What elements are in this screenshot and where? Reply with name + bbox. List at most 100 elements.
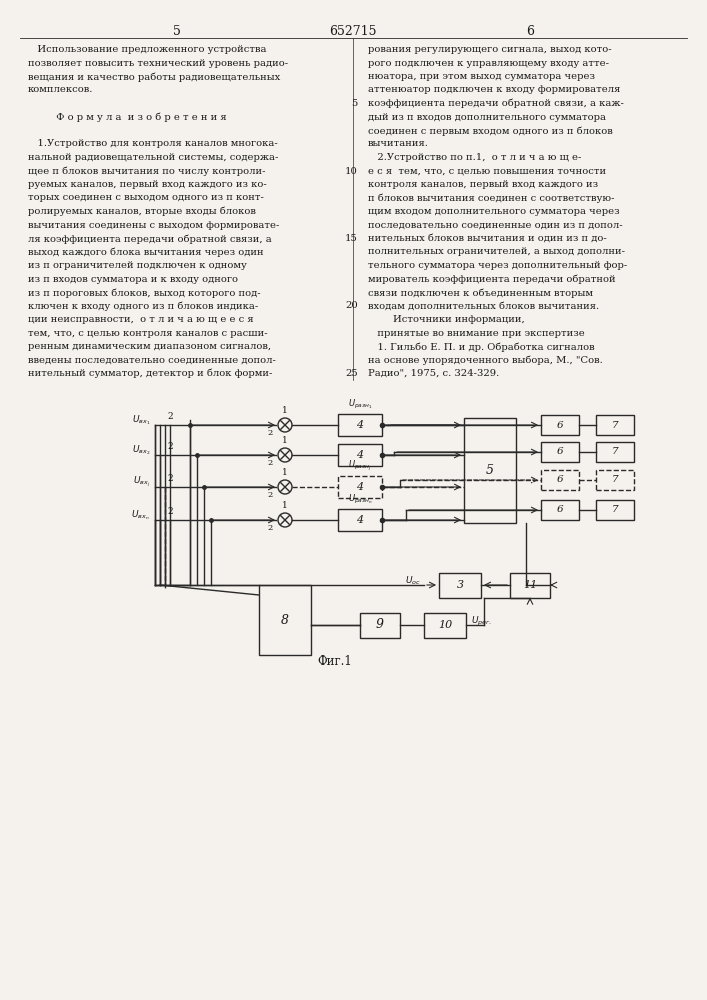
Text: Фиг.1: Фиг.1: [317, 655, 352, 668]
FancyBboxPatch shape: [424, 612, 466, 638]
Text: ции неисправности,  о т л и ч а ю щ е е с я: ции неисправности, о т л и ч а ю щ е е с…: [28, 315, 254, 324]
FancyBboxPatch shape: [439, 572, 481, 597]
Text: $U_{вх_2}$: $U_{вх_2}$: [132, 443, 150, 457]
Text: 6: 6: [556, 448, 563, 456]
FancyBboxPatch shape: [464, 418, 516, 523]
Text: 8: 8: [281, 613, 289, 626]
Text: соединен с первым входом одного из п блоков: соединен с первым входом одного из п бло…: [368, 126, 613, 135]
Text: полнительных ограничителей, а выход дополни-: полнительных ограничителей, а выход допо…: [368, 247, 625, 256]
Text: щее п блоков вычитания по числу контроли-: щее п блоков вычитания по числу контроли…: [28, 166, 266, 176]
Text: коэффициента передачи обратной связи, а каж-: коэффициента передачи обратной связи, а …: [368, 99, 624, 108]
Text: 1: 1: [282, 436, 288, 445]
FancyBboxPatch shape: [596, 415, 634, 435]
Text: $U_{разн_j}$: $U_{разн_j}$: [349, 458, 372, 473]
FancyBboxPatch shape: [541, 500, 579, 520]
Text: 5: 5: [486, 464, 494, 477]
Text: Использование предложенного устройства: Использование предложенного устройства: [28, 45, 267, 54]
Text: 4: 4: [356, 515, 363, 525]
Text: выход каждого блока вычитания через один: выход каждого блока вычитания через один: [28, 247, 264, 257]
Text: вычитания.: вычитания.: [368, 139, 429, 148]
Text: 4: 4: [356, 482, 363, 492]
Text: 2: 2: [267, 429, 273, 437]
Text: 9: 9: [376, 618, 384, 632]
Text: 1. Гильбо Е. П. и др. Обработка сигналов: 1. Гильбо Е. П. и др. Обработка сигналов: [368, 342, 595, 352]
Text: $U_{рег.}$: $U_{рег.}$: [471, 614, 492, 628]
Text: последовательно соединенные один из п допол-: последовательно соединенные один из п до…: [368, 221, 623, 230]
FancyBboxPatch shape: [541, 470, 579, 490]
Text: нюатора, при этом выход сумматора через: нюатора, при этом выход сумматора через: [368, 72, 595, 81]
Text: 10: 10: [438, 620, 452, 630]
Text: аттенюатор подключен к входу формирователя: аттенюатор подключен к входу формировате…: [368, 86, 620, 95]
Text: ля коэффициента передачи обратной связи, а: ля коэффициента передачи обратной связи,…: [28, 234, 271, 243]
Text: 1: 1: [282, 468, 288, 477]
Text: тем, что, с целью контроля каналов с расши-: тем, что, с целью контроля каналов с рас…: [28, 328, 268, 338]
Text: вещания и качество работы радиовещательных: вещания и качество работы радиовещательн…: [28, 72, 280, 82]
Text: тельного сумматора через дополнительный фор-: тельного сумматора через дополнительный …: [368, 261, 627, 270]
Text: ренным динамическим диапазоном сигналов,: ренным динамическим диапазоном сигналов,: [28, 342, 271, 351]
Text: 7: 7: [612, 476, 619, 485]
Text: из п пороговых блоков, выход которого под-: из п пороговых блоков, выход которого по…: [28, 288, 261, 298]
Text: руемых каналов, первый вход каждого из ко-: руемых каналов, первый вход каждого из к…: [28, 180, 267, 189]
Text: 4: 4: [356, 450, 363, 460]
Text: 2: 2: [267, 491, 273, 499]
Text: 1: 1: [282, 501, 288, 510]
Text: 10: 10: [345, 166, 358, 176]
Text: из п входов сумматора и к входу одного: из п входов сумматора и к входу одного: [28, 274, 238, 284]
Text: комплексов.: комплексов.: [28, 86, 93, 95]
FancyBboxPatch shape: [596, 500, 634, 520]
Text: на основе упорядоченного выбора, М., "Сов.: на основе упорядоченного выбора, М., "Со…: [368, 356, 603, 365]
FancyBboxPatch shape: [338, 476, 382, 498]
Text: 6: 6: [556, 420, 563, 430]
Text: 20: 20: [345, 302, 358, 310]
Text: щим входом дополнительного сумматора через: щим входом дополнительного сумматора чер…: [368, 207, 619, 216]
Text: входам дополнительных блоков вычитания.: входам дополнительных блоков вычитания.: [368, 302, 599, 310]
Text: вычитания соединены с выходом формировате-: вычитания соединены с выходом формироват…: [28, 221, 279, 230]
Text: контроля каналов, первый вход каждого из: контроля каналов, первый вход каждого из: [368, 180, 598, 189]
Text: 11: 11: [523, 580, 537, 590]
Text: ролируемых каналов, вторые входы блоков: ролируемых каналов, вторые входы блоков: [28, 207, 256, 217]
Text: 5: 5: [351, 99, 358, 108]
Text: связи подключен к объединенным вторым: связи подключен к объединенным вторым: [368, 288, 593, 298]
Text: 25: 25: [345, 369, 358, 378]
Text: $U_{вх_n}$: $U_{вх_n}$: [132, 508, 150, 522]
FancyBboxPatch shape: [510, 572, 550, 597]
Text: Источники информации,: Источники информации,: [368, 315, 525, 324]
Text: $U_{разн_1}$: $U_{разн_1}$: [348, 398, 373, 411]
Text: принятые во внимание при экспертизе: принятые во внимание при экспертизе: [368, 328, 585, 338]
Text: 2: 2: [167, 474, 173, 483]
Text: $U_{ос}$: $U_{ос}$: [405, 575, 421, 587]
Text: 4: 4: [356, 420, 363, 430]
Text: введены последовательно соединенные допол-: введены последовательно соединенные допо…: [28, 356, 276, 364]
Text: $U_{вх_j}$: $U_{вх_j}$: [133, 475, 150, 489]
FancyBboxPatch shape: [541, 442, 579, 462]
Text: 3: 3: [457, 580, 464, 590]
FancyBboxPatch shape: [338, 414, 382, 436]
FancyBboxPatch shape: [541, 415, 579, 435]
Text: 7: 7: [612, 506, 619, 514]
Text: дый из п входов дополнительного сумматора: дый из п входов дополнительного сумматор…: [368, 112, 606, 121]
Text: 6: 6: [556, 506, 563, 514]
FancyBboxPatch shape: [596, 442, 634, 462]
Text: 2: 2: [167, 507, 173, 516]
Text: нительных блоков вычитания и один из п до-: нительных блоков вычитания и один из п д…: [368, 234, 607, 243]
Text: 6: 6: [526, 25, 534, 38]
Text: позволяет повысить технический уровень радио-: позволяет повысить технический уровень р…: [28, 58, 288, 68]
FancyBboxPatch shape: [596, 470, 634, 490]
Text: 6: 6: [556, 476, 563, 485]
Text: 1.Устройство для контроля каналов многока-: 1.Устройство для контроля каналов многок…: [28, 139, 278, 148]
Text: нительный сумматор, детектор и блок форми-: нительный сумматор, детектор и блок форм…: [28, 369, 272, 378]
Text: из п ограничителей подключен к одному: из п ограничителей подключен к одному: [28, 261, 247, 270]
FancyBboxPatch shape: [360, 612, 400, 638]
Text: 2.Устройство по п.1,  о т л и ч а ю щ е-: 2.Устройство по п.1, о т л и ч а ю щ е-: [368, 153, 581, 162]
Text: торых соединен с выходом одного из п конт-: торых соединен с выходом одного из п кон…: [28, 194, 264, 202]
Text: ключен к входу одного из п блоков индика-: ключен к входу одного из п блоков индика…: [28, 302, 258, 311]
Text: нальной радиовещательной системы, содержа-: нальной радиовещательной системы, содерж…: [28, 153, 279, 162]
FancyBboxPatch shape: [338, 509, 382, 531]
Text: е с я  тем, что, с целью повышения точности: е с я тем, что, с целью повышения точнос…: [368, 166, 606, 176]
Text: 1: 1: [282, 406, 288, 415]
Text: п блоков вычитания соединен с соответствую-: п блоков вычитания соединен с соответств…: [368, 194, 614, 203]
Text: 5: 5: [173, 25, 181, 38]
Text: 15: 15: [345, 234, 358, 243]
Text: рования регулирующего сигнала, выход кото-: рования регулирующего сигнала, выход кот…: [368, 45, 612, 54]
Text: Радио", 1975, с. 324-329.: Радио", 1975, с. 324-329.: [368, 369, 499, 378]
